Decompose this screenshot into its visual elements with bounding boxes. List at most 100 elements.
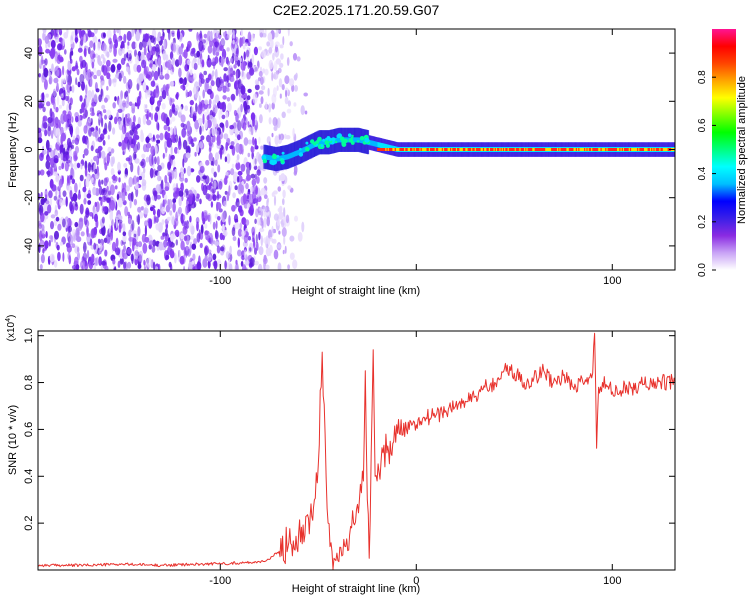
noise-blob (75, 145, 79, 154)
track-core (512, 148, 515, 151)
noise-blob (190, 106, 194, 118)
noise-blob (287, 185, 292, 190)
noise-blob (130, 191, 134, 202)
noise-blob (136, 64, 142, 73)
noise-blob (202, 175, 208, 180)
noise-blob (47, 117, 53, 124)
noise-blob (77, 120, 82, 127)
noise-blob (254, 218, 257, 224)
noise-blob (229, 67, 234, 77)
noise-blob (214, 69, 218, 80)
track-band (321, 139, 324, 145)
noise-blob (209, 38, 214, 48)
noise-blob (42, 115, 48, 122)
noise-blob (91, 100, 95, 111)
noise-blob (260, 76, 264, 85)
track-band (310, 143, 313, 149)
track-core (548, 148, 551, 151)
noise-blob (59, 144, 64, 155)
noise-blob (252, 115, 255, 127)
noise-blob (225, 251, 230, 259)
noise-blob (198, 141, 204, 149)
track-core (542, 148, 546, 151)
noise-blob (74, 37, 79, 43)
track-band (322, 139, 325, 145)
noise-blob (135, 183, 139, 190)
noise-blob (161, 103, 166, 110)
noise-blob (278, 211, 284, 220)
noise-blob (117, 197, 123, 208)
noise-blob (214, 56, 219, 64)
noise-blob (236, 176, 240, 183)
noise-blob (156, 194, 162, 200)
noise-blob (183, 192, 187, 198)
noise-blob (41, 228, 45, 235)
noise-blob (223, 177, 228, 185)
noise-blob (238, 182, 243, 191)
snr-y-ticks: 0.2 0.4 0.6 0.8 1.0 (23, 328, 675, 531)
noise-blob (56, 244, 60, 251)
noise-blob (278, 230, 281, 235)
noise-blob (219, 45, 225, 52)
track-band (346, 137, 350, 143)
noise-blob (183, 235, 188, 242)
noise-blob (183, 214, 186, 221)
noise-blob (145, 147, 150, 153)
noise-blob (247, 195, 250, 200)
noise-blob (157, 57, 162, 67)
noise-blob (286, 57, 290, 66)
noise-blob (68, 255, 72, 265)
noise-blob (128, 176, 133, 188)
noise-blob (75, 77, 78, 86)
noise-blob (75, 227, 80, 238)
noise-blob (128, 53, 132, 61)
track-core (472, 148, 475, 151)
noise-blob (55, 127, 61, 138)
noise-blob (98, 256, 102, 266)
noise-blob (62, 38, 65, 47)
noise-blob (179, 176, 185, 182)
noise-blob (131, 253, 134, 265)
noise-blob (119, 222, 123, 229)
noise-blob (282, 36, 285, 46)
noise-blob (130, 162, 134, 173)
track-core (438, 148, 441, 151)
noise-blob (199, 172, 204, 181)
noise-blob (190, 101, 194, 105)
track-core (587, 148, 590, 151)
noise-blob (127, 217, 132, 225)
track-speckle (350, 136, 354, 139)
noise-blob (170, 233, 174, 242)
noise-blob (89, 32, 95, 38)
noise-blob (209, 30, 213, 42)
noise-blob (160, 71, 163, 78)
noise-blob (261, 32, 267, 38)
track-core (526, 148, 529, 151)
x-tick-label: 100 (603, 275, 621, 287)
noise-blob (254, 138, 257, 149)
track-core (552, 148, 555, 151)
noise-blob (286, 108, 292, 114)
track-band (302, 147, 305, 153)
noise-blob (214, 159, 218, 166)
track-speckle (307, 149, 310, 152)
y-tick-label: 40 (23, 47, 35, 59)
noise-blob (104, 265, 109, 270)
noise-blob (259, 103, 262, 108)
noise-blob (204, 223, 208, 229)
noise-blob (75, 264, 80, 270)
noise-blob (178, 67, 182, 78)
noise-blob (55, 106, 59, 113)
noise-blob (185, 204, 189, 216)
noise-blob (275, 58, 281, 65)
noise-blob (244, 41, 248, 47)
noise-blob (243, 202, 248, 209)
noise-blob (66, 244, 72, 253)
noise-blob (43, 79, 48, 90)
noise-blob (124, 91, 127, 99)
noise-blob (167, 161, 172, 170)
noise-blob (50, 221, 54, 230)
noise-blob (110, 232, 113, 241)
noise-blob (166, 137, 171, 148)
y-tick-label: 0.4 (23, 469, 35, 484)
